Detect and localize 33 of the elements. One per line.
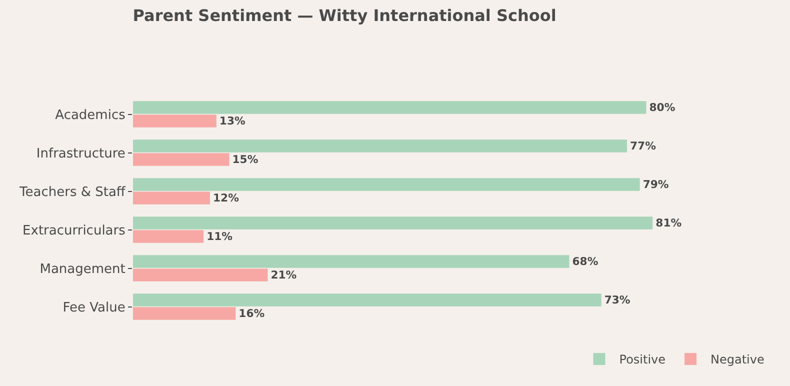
legend-label: Positive bbox=[619, 352, 666, 367]
y-tick-label: Teachers & Staff bbox=[18, 184, 126, 200]
data-label: 15% bbox=[232, 152, 258, 166]
y-tick-label: Infrastructure bbox=[36, 146, 126, 162]
data-label: 13% bbox=[219, 114, 246, 128]
bar bbox=[133, 114, 216, 128]
bar bbox=[133, 216, 653, 230]
data-label: 16% bbox=[238, 306, 265, 320]
y-tick-label: Fee Value bbox=[62, 300, 126, 316]
data-label: 80% bbox=[649, 100, 676, 114]
bar bbox=[133, 255, 570, 268]
bar bbox=[133, 307, 236, 320]
y-tick-label: Management bbox=[40, 262, 126, 277]
data-label: 68% bbox=[572, 254, 598, 268]
y-tick-label: Academics bbox=[55, 108, 126, 123]
data-label: 81% bbox=[656, 216, 682, 230]
data-label: 21% bbox=[270, 268, 297, 282]
bar bbox=[133, 153, 230, 166]
bar bbox=[133, 101, 646, 114]
bar bbox=[133, 178, 640, 191]
bar bbox=[133, 192, 210, 204]
data-label: 79% bbox=[642, 178, 669, 191]
data-label: 73% bbox=[604, 293, 630, 306]
data-label: 77% bbox=[630, 139, 656, 152]
bar bbox=[133, 140, 627, 152]
data-label: 12% bbox=[213, 191, 240, 204]
bar bbox=[133, 268, 268, 282]
data-label: 11% bbox=[206, 230, 233, 243]
bar bbox=[133, 294, 602, 306]
y-tick-label: Extracurriculars bbox=[22, 223, 126, 238]
chart-title: Parent Sentiment — Witty International School bbox=[132, 6, 556, 25]
bar bbox=[133, 230, 204, 243]
legend-label: Negative bbox=[710, 352, 764, 367]
